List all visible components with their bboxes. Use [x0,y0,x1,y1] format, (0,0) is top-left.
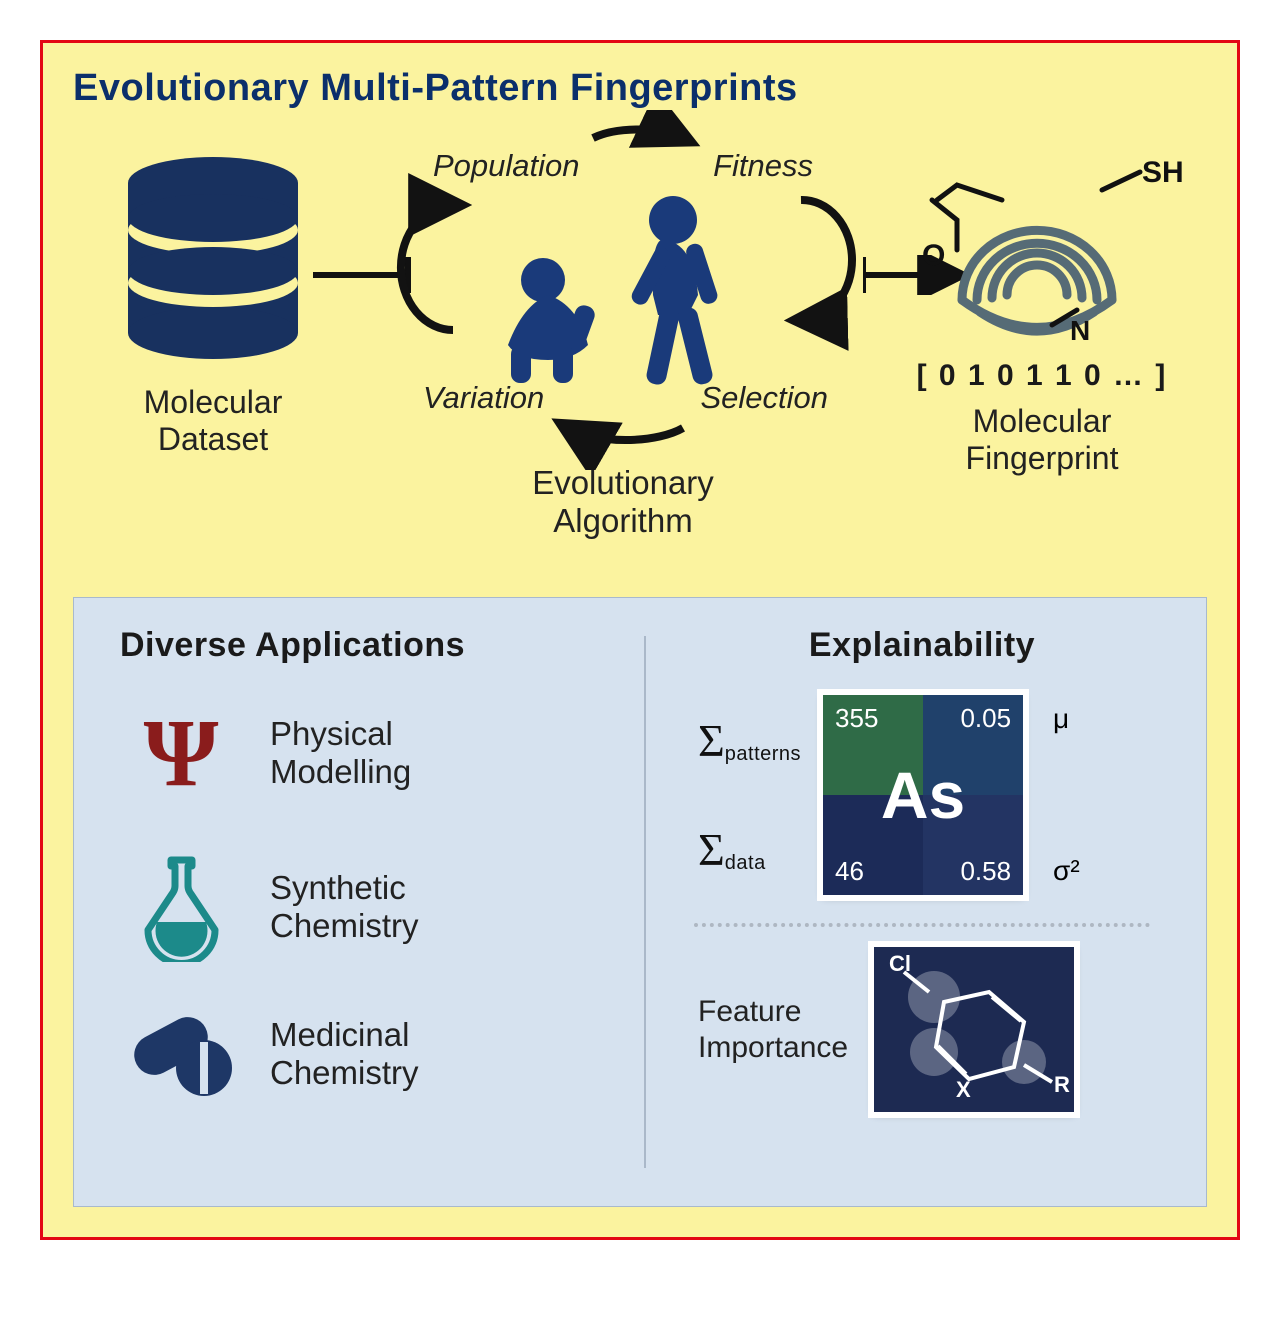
database-icon [118,155,308,365]
dotted-divider [694,923,1150,927]
fingerprint-label: Molecular Fingerprint [892,403,1192,477]
cycle-caption: Evolutionary Algorithm [383,464,863,540]
atom-O: O [922,239,945,272]
figure-frame: Evolutionary Multi-Pattern Fingerprints … [40,40,1240,1240]
explainability-heading: Explainability [674,626,1170,665]
applications-heading: Diverse Applications [120,626,616,665]
molecule-tile: Cl X R [874,947,1074,1112]
figure-title: Evolutionary Multi-Pattern Fingerprints [73,67,1207,110]
dataset-block: Molecular Dataset [113,155,313,458]
atom-N: N [1070,315,1090,346]
fingerprint-bits: [ 0 1 0 1 1 0 … ] [892,359,1192,393]
flask-icon [126,852,236,962]
applications-column: Diverse Applications Ψ Physical Modellin… [120,626,616,1178]
tile-symbol: As [823,695,1023,895]
svg-text:X: X [956,1077,971,1102]
element-tile: 355 0.05 46 0.58 As [823,695,1023,895]
atom-SH: SH [1142,156,1182,189]
top-flow: Molecular Dataset Population Fitness Var… [73,120,1207,600]
psi-icon: Ψ [126,697,236,808]
fingerprint-icon: O SH N [902,150,1182,350]
pill-icon [126,1006,236,1101]
bottom-panel: Diverse Applications Ψ Physical Modellin… [73,597,1207,1207]
human-evolution-icon [493,185,753,395]
feature-importance-row: Feature Importance [698,947,1170,1112]
sigma-labels: Σpatterns Σdata [698,714,801,876]
svg-text:R: R [1054,1072,1070,1097]
app-medicinal: Medicinal Chemistry [126,1006,616,1101]
dataset-label: Molecular Dataset [113,384,313,458]
mu-sigma-labels: μ σ² [1053,703,1080,887]
panel-divider [644,636,646,1168]
app-synthetic: Synthetic Chemistry [126,852,616,962]
explainability-column: Explainability Σpatterns Σdata 355 0.05 … [674,626,1170,1178]
explainability-tile-row: Σpatterns Σdata 355 0.05 46 0.58 As μ σ² [698,695,1170,895]
svg-text:Cl: Cl [889,951,911,976]
app-physical: Ψ Physical Modelling [126,697,616,808]
evolution-cycle: Population Fitness Variation Selection [383,110,863,550]
fingerprint-block: O SH N [ 0 1 0 1 1 0 … ] Molecular Finge… [892,150,1192,477]
